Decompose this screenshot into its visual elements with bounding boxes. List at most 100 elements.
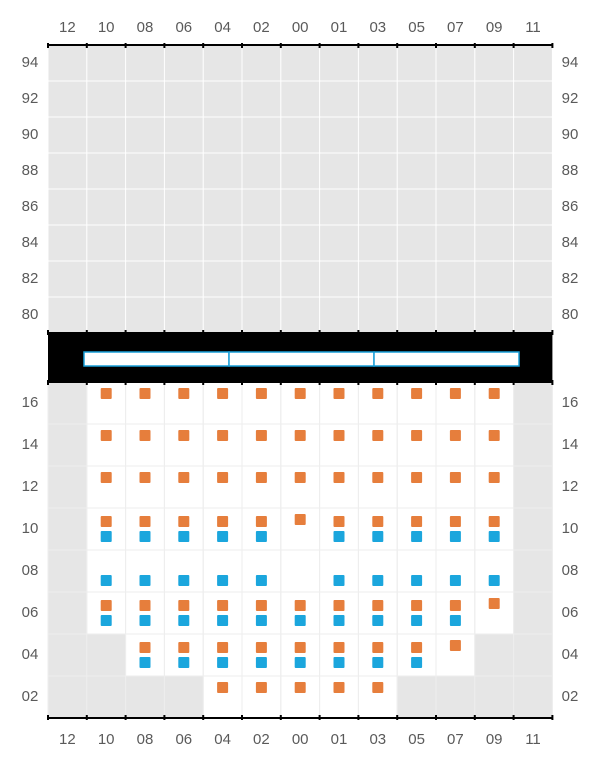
svg-text:82: 82	[22, 270, 39, 287]
marker-orange	[411, 516, 422, 527]
marker-orange	[217, 430, 228, 441]
marker-orange	[178, 642, 189, 653]
marker-orange	[217, 600, 228, 611]
svg-text:00: 00	[292, 19, 309, 36]
svg-text:04: 04	[562, 646, 579, 663]
svg-text:88: 88	[562, 162, 579, 179]
separator-panel	[229, 352, 374, 366]
marker-orange	[140, 600, 151, 611]
marker-orange	[450, 600, 461, 611]
svg-text:11: 11	[525, 731, 541, 748]
marker-orange	[217, 388, 228, 399]
marker-orange	[372, 516, 383, 527]
marker-orange	[372, 600, 383, 611]
marker-blue	[489, 531, 500, 542]
marker-orange	[411, 472, 422, 483]
marker-orange	[256, 516, 267, 527]
marker-orange	[178, 388, 189, 399]
svg-text:06: 06	[562, 604, 579, 621]
svg-text:00: 00	[292, 731, 309, 748]
marker-orange	[372, 388, 383, 399]
rack-diagram: 1210080604020001030507091194949292909088…	[0, 0, 600, 760]
marker-orange	[295, 388, 306, 399]
marker-blue	[101, 575, 112, 586]
marker-orange	[334, 516, 345, 527]
svg-text:94: 94	[22, 54, 39, 71]
svg-text:12: 12	[562, 478, 579, 495]
marker-orange	[178, 516, 189, 527]
svg-text:14: 14	[22, 436, 39, 453]
svg-text:86: 86	[562, 198, 579, 215]
svg-text:86: 86	[22, 198, 39, 215]
marker-blue	[411, 575, 422, 586]
marker-blue	[178, 531, 189, 542]
marker-orange	[256, 642, 267, 653]
marker-orange	[411, 430, 422, 441]
svg-text:84: 84	[562, 234, 579, 251]
marker-orange	[489, 516, 500, 527]
svg-text:08: 08	[562, 562, 579, 579]
separator-panel	[374, 352, 519, 366]
marker-blue	[256, 615, 267, 626]
marker-orange	[295, 600, 306, 611]
marker-blue	[140, 615, 151, 626]
svg-text:03: 03	[369, 19, 386, 36]
marker-orange	[411, 388, 422, 399]
marker-orange	[489, 430, 500, 441]
svg-text:12: 12	[22, 478, 39, 495]
svg-text:04: 04	[214, 731, 231, 748]
marker-orange	[256, 472, 267, 483]
marker-blue	[372, 657, 383, 668]
marker-blue	[178, 575, 189, 586]
marker-orange	[101, 516, 112, 527]
marker-orange	[450, 516, 461, 527]
marker-blue	[217, 575, 228, 586]
svg-text:90: 90	[562, 126, 579, 143]
marker-orange	[295, 682, 306, 693]
marker-orange	[295, 642, 306, 653]
marker-blue	[256, 657, 267, 668]
marker-blue	[334, 657, 345, 668]
marker-orange	[295, 472, 306, 483]
marker-orange	[450, 388, 461, 399]
marker-blue	[411, 531, 422, 542]
marker-orange	[140, 642, 151, 653]
marker-blue	[372, 531, 383, 542]
marker-orange	[256, 600, 267, 611]
marker-orange	[411, 642, 422, 653]
svg-text:11: 11	[525, 19, 541, 36]
marker-blue	[101, 615, 112, 626]
svg-text:16: 16	[562, 394, 579, 411]
svg-text:12: 12	[59, 731, 76, 748]
svg-text:10: 10	[562, 520, 579, 537]
svg-text:02: 02	[253, 731, 270, 748]
marker-orange	[372, 682, 383, 693]
svg-text:08: 08	[137, 731, 154, 748]
marker-orange	[334, 472, 345, 483]
svg-text:16: 16	[22, 394, 39, 411]
marker-blue	[489, 575, 500, 586]
svg-text:02: 02	[253, 19, 270, 36]
marker-blue	[140, 531, 151, 542]
marker-blue	[101, 531, 112, 542]
marker-orange	[178, 430, 189, 441]
marker-orange	[140, 516, 151, 527]
marker-blue	[140, 657, 151, 668]
marker-blue	[411, 615, 422, 626]
svg-text:92: 92	[22, 90, 39, 107]
svg-text:08: 08	[137, 19, 154, 36]
marker-blue	[140, 575, 151, 586]
svg-text:10: 10	[98, 19, 115, 36]
marker-blue	[217, 615, 228, 626]
svg-text:01: 01	[331, 19, 348, 36]
marker-blue	[450, 615, 461, 626]
marker-orange	[489, 472, 500, 483]
marker-orange	[334, 388, 345, 399]
svg-text:12: 12	[59, 19, 76, 36]
separator-panel	[84, 352, 229, 366]
marker-orange	[489, 388, 500, 399]
marker-orange	[372, 430, 383, 441]
marker-orange	[178, 600, 189, 611]
marker-orange	[334, 682, 345, 693]
svg-text:04: 04	[214, 19, 231, 36]
